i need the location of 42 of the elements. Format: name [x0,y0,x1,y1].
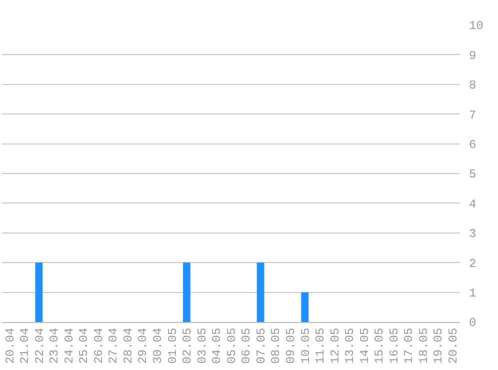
x-tick-label: 16.05 [387,328,402,364]
x-tick-label: 15.05 [372,328,387,364]
x-tick-label: 22.04 [32,328,47,364]
x-tick-label: 05.05 [224,328,239,364]
x-tick-label: 28.04 [121,328,136,364]
x-tick-label: 23.04 [48,328,62,364]
x-tick-label: 11.05 [314,328,328,364]
y-tick-label: 9 [469,48,476,63]
y-tick-label: 1 [469,286,476,300]
x-tick-label: 09.05 [284,328,298,364]
x-tick-label: 13.05 [343,328,358,364]
x-tick-label: 06.05 [240,328,254,364]
y-tick-label: 7 [469,108,476,122]
x-tick-label: 20.04 [3,328,18,364]
x-tick-label: 08.05 [269,328,284,364]
x-tick-label: 18.05 [416,328,431,364]
y-tick-label: 0 [469,316,476,330]
x-tick-label: 02.05 [180,328,195,364]
y-tick-label: 4 [469,197,476,212]
y-tick-label: 2 [469,256,476,271]
x-tick-label: 03.05 [195,328,210,364]
x-tick-label: 12.05 [328,328,342,364]
x-tick-label: 21.04 [18,328,32,364]
x-tick-label: 17.05 [402,328,416,364]
x-tick-label: 25.04 [77,328,92,364]
x-tick-label: 14.05 [358,328,372,364]
x-tick-label: 30.04 [151,328,166,364]
y-tick-label: 8 [469,78,476,93]
x-tick-label: 19.05 [432,328,446,364]
x-tick-label: 10.05 [298,328,313,364]
x-tick-label: 04.05 [210,328,224,364]
y-tick-label: 10 [469,19,484,34]
x-tick-label: 07.05 [254,328,268,364]
x-tick-label: 24.04 [62,328,76,364]
y-tick-label: 6 [469,138,476,152]
x-tick-label: 01.05 [166,328,180,364]
x-tick-label: 29.04 [136,328,150,364]
x-tick-label: 26.04 [92,328,106,364]
y-tick-label: 3 [469,227,476,242]
y-tick-label: 5 [469,168,476,182]
x-tick-label: 27.04 [106,328,121,364]
x-tick-label: 20.05 [446,328,461,364]
